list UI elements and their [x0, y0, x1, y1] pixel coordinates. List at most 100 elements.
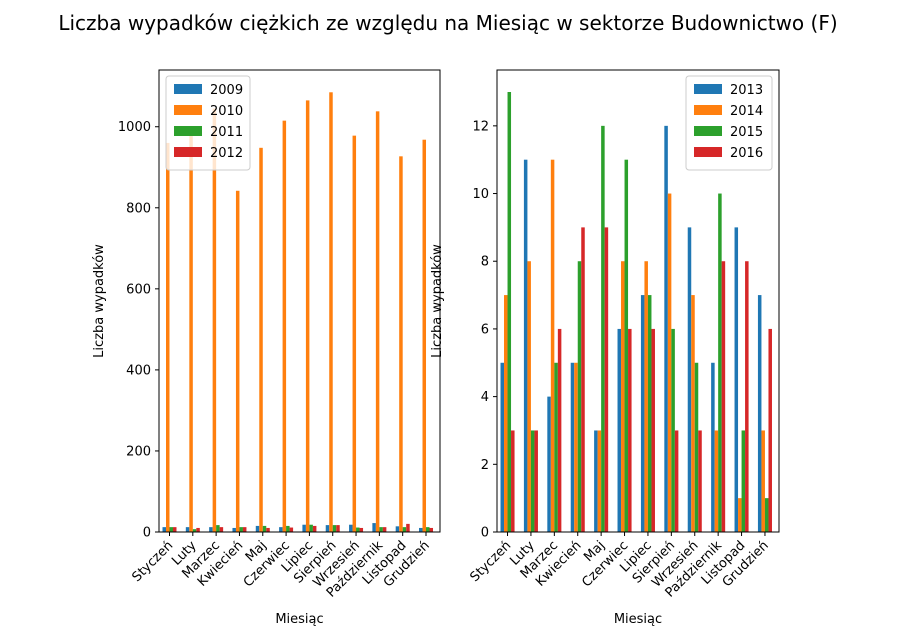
bar-2015-3 [554, 362, 558, 532]
bar-2013-11 [734, 227, 739, 532]
bar-2012-3 [219, 527, 224, 532]
bar-2010-5 [259, 147, 263, 532]
y-axis-label: Liczba wypadków [430, 244, 445, 358]
bar-2009-8 [325, 525, 330, 532]
bar-2016-9 [698, 430, 702, 532]
bar-2009-12 [419, 527, 423, 532]
bar-2015-5 [601, 125, 605, 532]
bar-2015-8 [671, 328, 675, 532]
bar-2012-9 [359, 527, 364, 532]
bar-2010-10 [375, 111, 380, 532]
bar-2016-11 [745, 261, 749, 532]
legend: 2009 2010 2011 2012 [165, 75, 251, 171]
legend-swatch [694, 84, 722, 94]
legend-label: 2009 [210, 83, 243, 98]
bar-2010-6 [282, 120, 287, 532]
bar-2015-6 [624, 159, 629, 532]
y-tick-label: 4 [481, 390, 489, 405]
y-tick-label: 1000 [118, 120, 151, 135]
bar-2016-6 [628, 328, 632, 532]
bar-2010-3 [212, 108, 217, 532]
bar-2012-7 [312, 525, 317, 532]
bar-2012-8 [336, 525, 340, 532]
bar-2016-8 [674, 430, 679, 532]
bar-2016-10 [721, 261, 726, 532]
y-tick-label: 10 [472, 187, 489, 202]
legend-box [165, 75, 251, 171]
bar-2014-11 [738, 498, 742, 532]
x-tick-label: Styczeń [468, 538, 515, 585]
bar-2012-6 [289, 527, 294, 532]
legend-swatch [694, 147, 722, 157]
y-tick-label: 12 [472, 119, 489, 134]
bar-2009-3 [209, 527, 213, 532]
bar-2012-5 [266, 527, 270, 532]
legend-swatch [694, 126, 722, 136]
bar-2014-5 [597, 430, 602, 532]
bar-2009-6 [279, 527, 283, 532]
bar-2013-4 [570, 362, 575, 532]
bar-2016-1 [511, 430, 515, 532]
y-tick-label: 6 [481, 322, 489, 337]
legend: 2013 2014 2015 2016 [685, 75, 773, 171]
plot-frame [496, 69, 780, 533]
bar-2013-3 [547, 396, 551, 532]
figure-title: Liczba wypadków ciężkich ze względu na M… [58, 11, 837, 35]
x-tick-label: Styczeń [129, 538, 176, 585]
bar-2015-4 [577, 261, 582, 532]
bar-2016-4 [581, 227, 585, 532]
bar-2011-12 [426, 527, 430, 532]
bar-2014-7 [644, 261, 648, 532]
y-tick-label: 200 [126, 444, 151, 459]
legend-swatch [174, 84, 202, 94]
bar-2015-1 [507, 92, 512, 532]
bar-2013-7 [640, 295, 645, 532]
y-tick-label: 400 [126, 363, 151, 378]
bar-2010-1 [166, 142, 170, 532]
bar-2010-7 [305, 100, 310, 532]
bar-2012-1 [172, 527, 177, 532]
bar-2010-2 [189, 132, 193, 532]
plot-frame [158, 69, 441, 533]
bar-2012-2 [196, 527, 200, 532]
bar-2014-12 [761, 430, 765, 532]
bar-2014-2 [527, 261, 531, 532]
bar-2011-3 [216, 525, 220, 532]
bar-2016-7 [651, 328, 655, 532]
bar-2011-10 [379, 527, 383, 532]
chart-panel-right: 024681012StyczeńLutyMarzecKwiecieńMajCze… [430, 69, 780, 627]
bar-2015-7 [647, 295, 652, 532]
bar-2012-10 [382, 527, 387, 532]
bar-2013-9 [687, 227, 692, 532]
bar-2011-4 [239, 527, 243, 532]
bar-2009-5 [255, 525, 260, 532]
legend-label: 2011 [210, 125, 243, 140]
legend-swatch [174, 105, 202, 115]
y-tick-label: 800 [126, 201, 151, 216]
bar-2011-1 [169, 527, 173, 532]
bar-2014-1 [504, 295, 508, 532]
y-tick-label: 600 [126, 282, 151, 297]
bar-2013-6 [617, 328, 622, 532]
bar-2011-6 [286, 525, 290, 532]
legend-label: 2015 [730, 125, 763, 140]
bar-2010-8 [329, 92, 333, 532]
y-tick-label: 8 [481, 255, 489, 270]
bar-2015-10 [718, 193, 722, 533]
bar-2009-11 [395, 526, 400, 532]
bar-2016-12 [768, 328, 772, 532]
bar-2009-2 [185, 527, 190, 532]
bar-2009-10 [372, 523, 376, 532]
chart-panel-left: 02004006008001000StyczeńLutyMarzecKwieci… [92, 69, 441, 627]
bar-2014-4 [574, 362, 578, 532]
bar-2011-5 [262, 525, 267, 532]
legend-label: 2016 [730, 146, 763, 161]
bar-2016-2 [534, 430, 538, 532]
bar-2014-3 [550, 159, 555, 532]
bar-2015-9 [694, 362, 699, 532]
bar-2015-12 [764, 498, 769, 532]
bar-2010-9 [352, 135, 357, 532]
bar-2011-9 [356, 527, 360, 532]
bar-2009-1 [162, 527, 166, 532]
